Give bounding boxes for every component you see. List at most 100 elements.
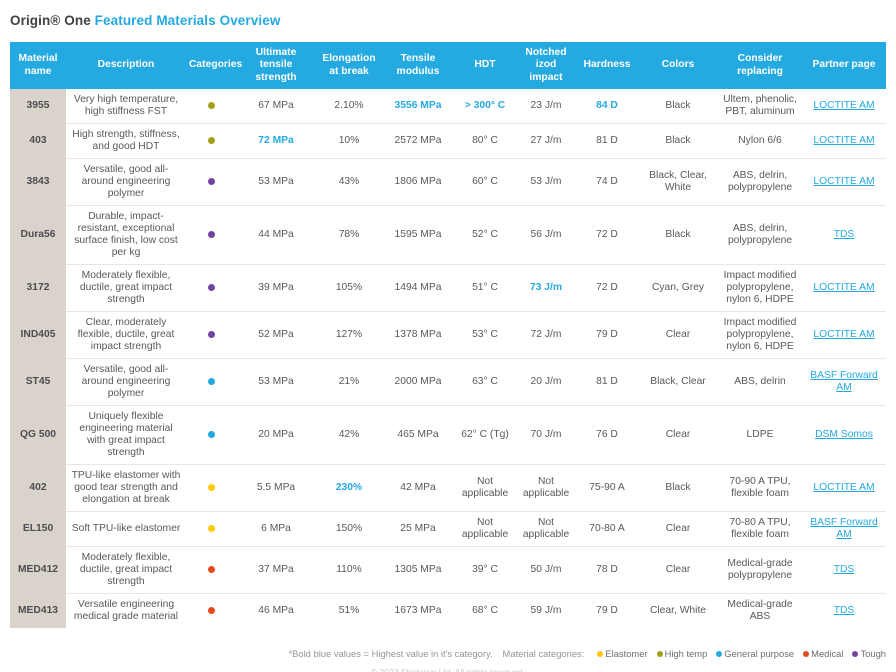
table-row: 3172 Moderately flexible, ductile, great … (10, 264, 886, 313)
partner-page-link[interactable]: LOCTITE AM (813, 100, 875, 112)
partner-page-cell: LOCTITE AM (802, 264, 886, 313)
hdt-cell: 80° C (454, 123, 516, 160)
uts-cell: 46 MPa (236, 593, 316, 629)
category-dot-tough (207, 177, 215, 185)
izod-cell: 56 J/m (516, 205, 576, 266)
material-name-cell: ST45 (10, 358, 66, 407)
izod-cell: 70 J/m (516, 405, 576, 466)
consider-replacing-cell: Medical-grade ABS (718, 593, 802, 629)
partner-page-link[interactable]: TDS (833, 229, 855, 241)
category-dot-elastomer (207, 524, 215, 532)
legend-item-general: General purpose (716, 648, 794, 659)
category-dot-medical (207, 606, 215, 614)
legend-items: Elastomer High temp General purpose Medical… (588, 648, 886, 659)
legend-label: Medical (811, 648, 844, 659)
uts-cell: 67 MPa (236, 89, 316, 125)
col-header-izod: Notched izod impact (516, 42, 576, 90)
partner-page-link[interactable]: LOCTITE AM (813, 329, 875, 341)
category-dot-elastomer (207, 483, 215, 491)
material-name-cell: EL150 (10, 511, 66, 548)
category-dot-tough (207, 330, 215, 338)
category-dot-general (207, 377, 215, 385)
uts-cell: 6 MPa (236, 511, 316, 548)
consider-replacing-cell: Nylon 6/6 (718, 123, 802, 160)
uts-cell: 44 MPa (236, 205, 316, 266)
category-dot-medical (207, 565, 215, 573)
material-description-cell: TPU-like elastomer with good tear streng… (66, 464, 186, 513)
table-row: 3843 Versatile, good all-around engineeri… (10, 158, 886, 207)
legend-dot-high_temp (656, 650, 663, 657)
uts-cell: 39 MPa (236, 264, 316, 313)
elongation-cell: 150% (316, 511, 382, 548)
elongation-cell: 10% (316, 123, 382, 160)
material-description-cell: Uniquely flexible engineering material w… (66, 405, 186, 466)
colors-cell: Black (638, 205, 718, 266)
partner-page-link[interactable]: LOCTITE AM (813, 282, 875, 294)
elongation-cell: 21% (316, 358, 382, 407)
modulus-cell: 1494 MPa (382, 264, 454, 313)
consider-replacing-cell: ABS, delrin, polypropylene (718, 205, 802, 266)
col-header-hardness: Hardness (576, 42, 638, 90)
partner-page-link[interactable]: LOCTITE AM (813, 482, 875, 494)
category-dot-high_temp (207, 136, 215, 144)
bold-blue-footnote: *Bold blue values = Highest value in it'… (288, 648, 493, 659)
izod-cell: 59 J/m (516, 593, 576, 629)
material-category-cell (186, 511, 236, 548)
table-row: 403 High strength, stiffness, and good HD… (10, 123, 886, 160)
material-description-cell: Very high temperature, high stiffness FS… (66, 89, 186, 125)
colors-cell: Clear (638, 405, 718, 466)
category-dot-tough (207, 230, 215, 238)
partner-page-cell: LOCTITE AM (802, 464, 886, 513)
page-title-highlight: Featured Materials Overview (94, 13, 281, 28)
hardness-cell: 78 D (576, 546, 638, 595)
material-description-cell: Versatile engineering medical grade mate… (66, 593, 186, 629)
legend-dot-tough (852, 650, 859, 657)
partner-page-link[interactable]: TDS (833, 605, 855, 617)
izod-cell: 72 J/m (516, 311, 576, 360)
elongation-cell: 105% (316, 264, 382, 313)
consider-replacing-cell: Medical-grade polypropylene (718, 546, 802, 595)
material-description-cell: Durable, impact-resistant, exceptional s… (66, 205, 186, 266)
col-header-hdt: HDT (454, 42, 516, 90)
modulus-cell: 25 MPa (382, 511, 454, 548)
hdt-cell: 51° C (454, 264, 516, 313)
hardness-cell: 81 D (576, 358, 638, 407)
hdt-cell: Not applicable (454, 511, 516, 548)
colors-cell: Black, Clear, White (638, 158, 718, 207)
elongation-cell: 43% (316, 158, 382, 207)
material-description-cell: Moderately flexible, ductile, great impa… (66, 264, 186, 313)
partner-page-link[interactable]: BASF Forward AM (810, 370, 878, 394)
partner-page-cell: TDS (802, 546, 886, 595)
material-name-cell: 3955 (10, 89, 66, 125)
elongation-cell: 51% (316, 593, 382, 629)
consider-replacing-cell: 70-90 A TPU, flexible foam (718, 464, 802, 513)
hardness-cell: 72 D (576, 205, 638, 266)
legend-label: Tough (860, 648, 886, 659)
table-header: Material name Description Categories Ultima… (10, 42, 886, 90)
partner-page-link[interactable]: DSM Somos (815, 429, 873, 441)
partner-page-cell: LOCTITE AM (802, 158, 886, 207)
material-description-cell: Moderately flexible, ductile, great impa… (66, 546, 186, 595)
material-name-cell: QG 500 (10, 405, 66, 466)
category-dot-general (207, 430, 215, 438)
col-header-partner: Partner page (802, 42, 886, 90)
hdt-cell: 53° C (454, 311, 516, 360)
legend-item-elastomer: Elastomer (597, 648, 648, 659)
uts-cell: 72 MPa (236, 123, 316, 160)
partner-page-link[interactable]: LOCTITE AM (813, 176, 875, 188)
materials-table-body: 3955 Very high temperature, high stiffnes… (10, 89, 886, 629)
material-name-cell: 403 (10, 123, 66, 160)
hdt-cell: 60° C (454, 158, 516, 207)
modulus-cell: 2572 MPa (382, 123, 454, 160)
elongation-cell: 42% (316, 405, 382, 466)
legend-dot-general (716, 650, 723, 657)
partner-page-link[interactable]: TDS (833, 564, 855, 576)
hdt-cell: 62° C (Tg) (454, 405, 516, 466)
materials-table-container: Material name Description Categories Ultima… (10, 42, 886, 629)
col-header-elongation: Elongation at break (316, 42, 382, 90)
colors-cell: Black (638, 464, 718, 513)
material-name-cell: 3843 (10, 158, 66, 207)
partner-page-link[interactable]: BASF Forward AM (810, 517, 878, 541)
hardness-cell: 74 D (576, 158, 638, 207)
partner-page-link[interactable]: LOCTITE AM (813, 135, 875, 147)
